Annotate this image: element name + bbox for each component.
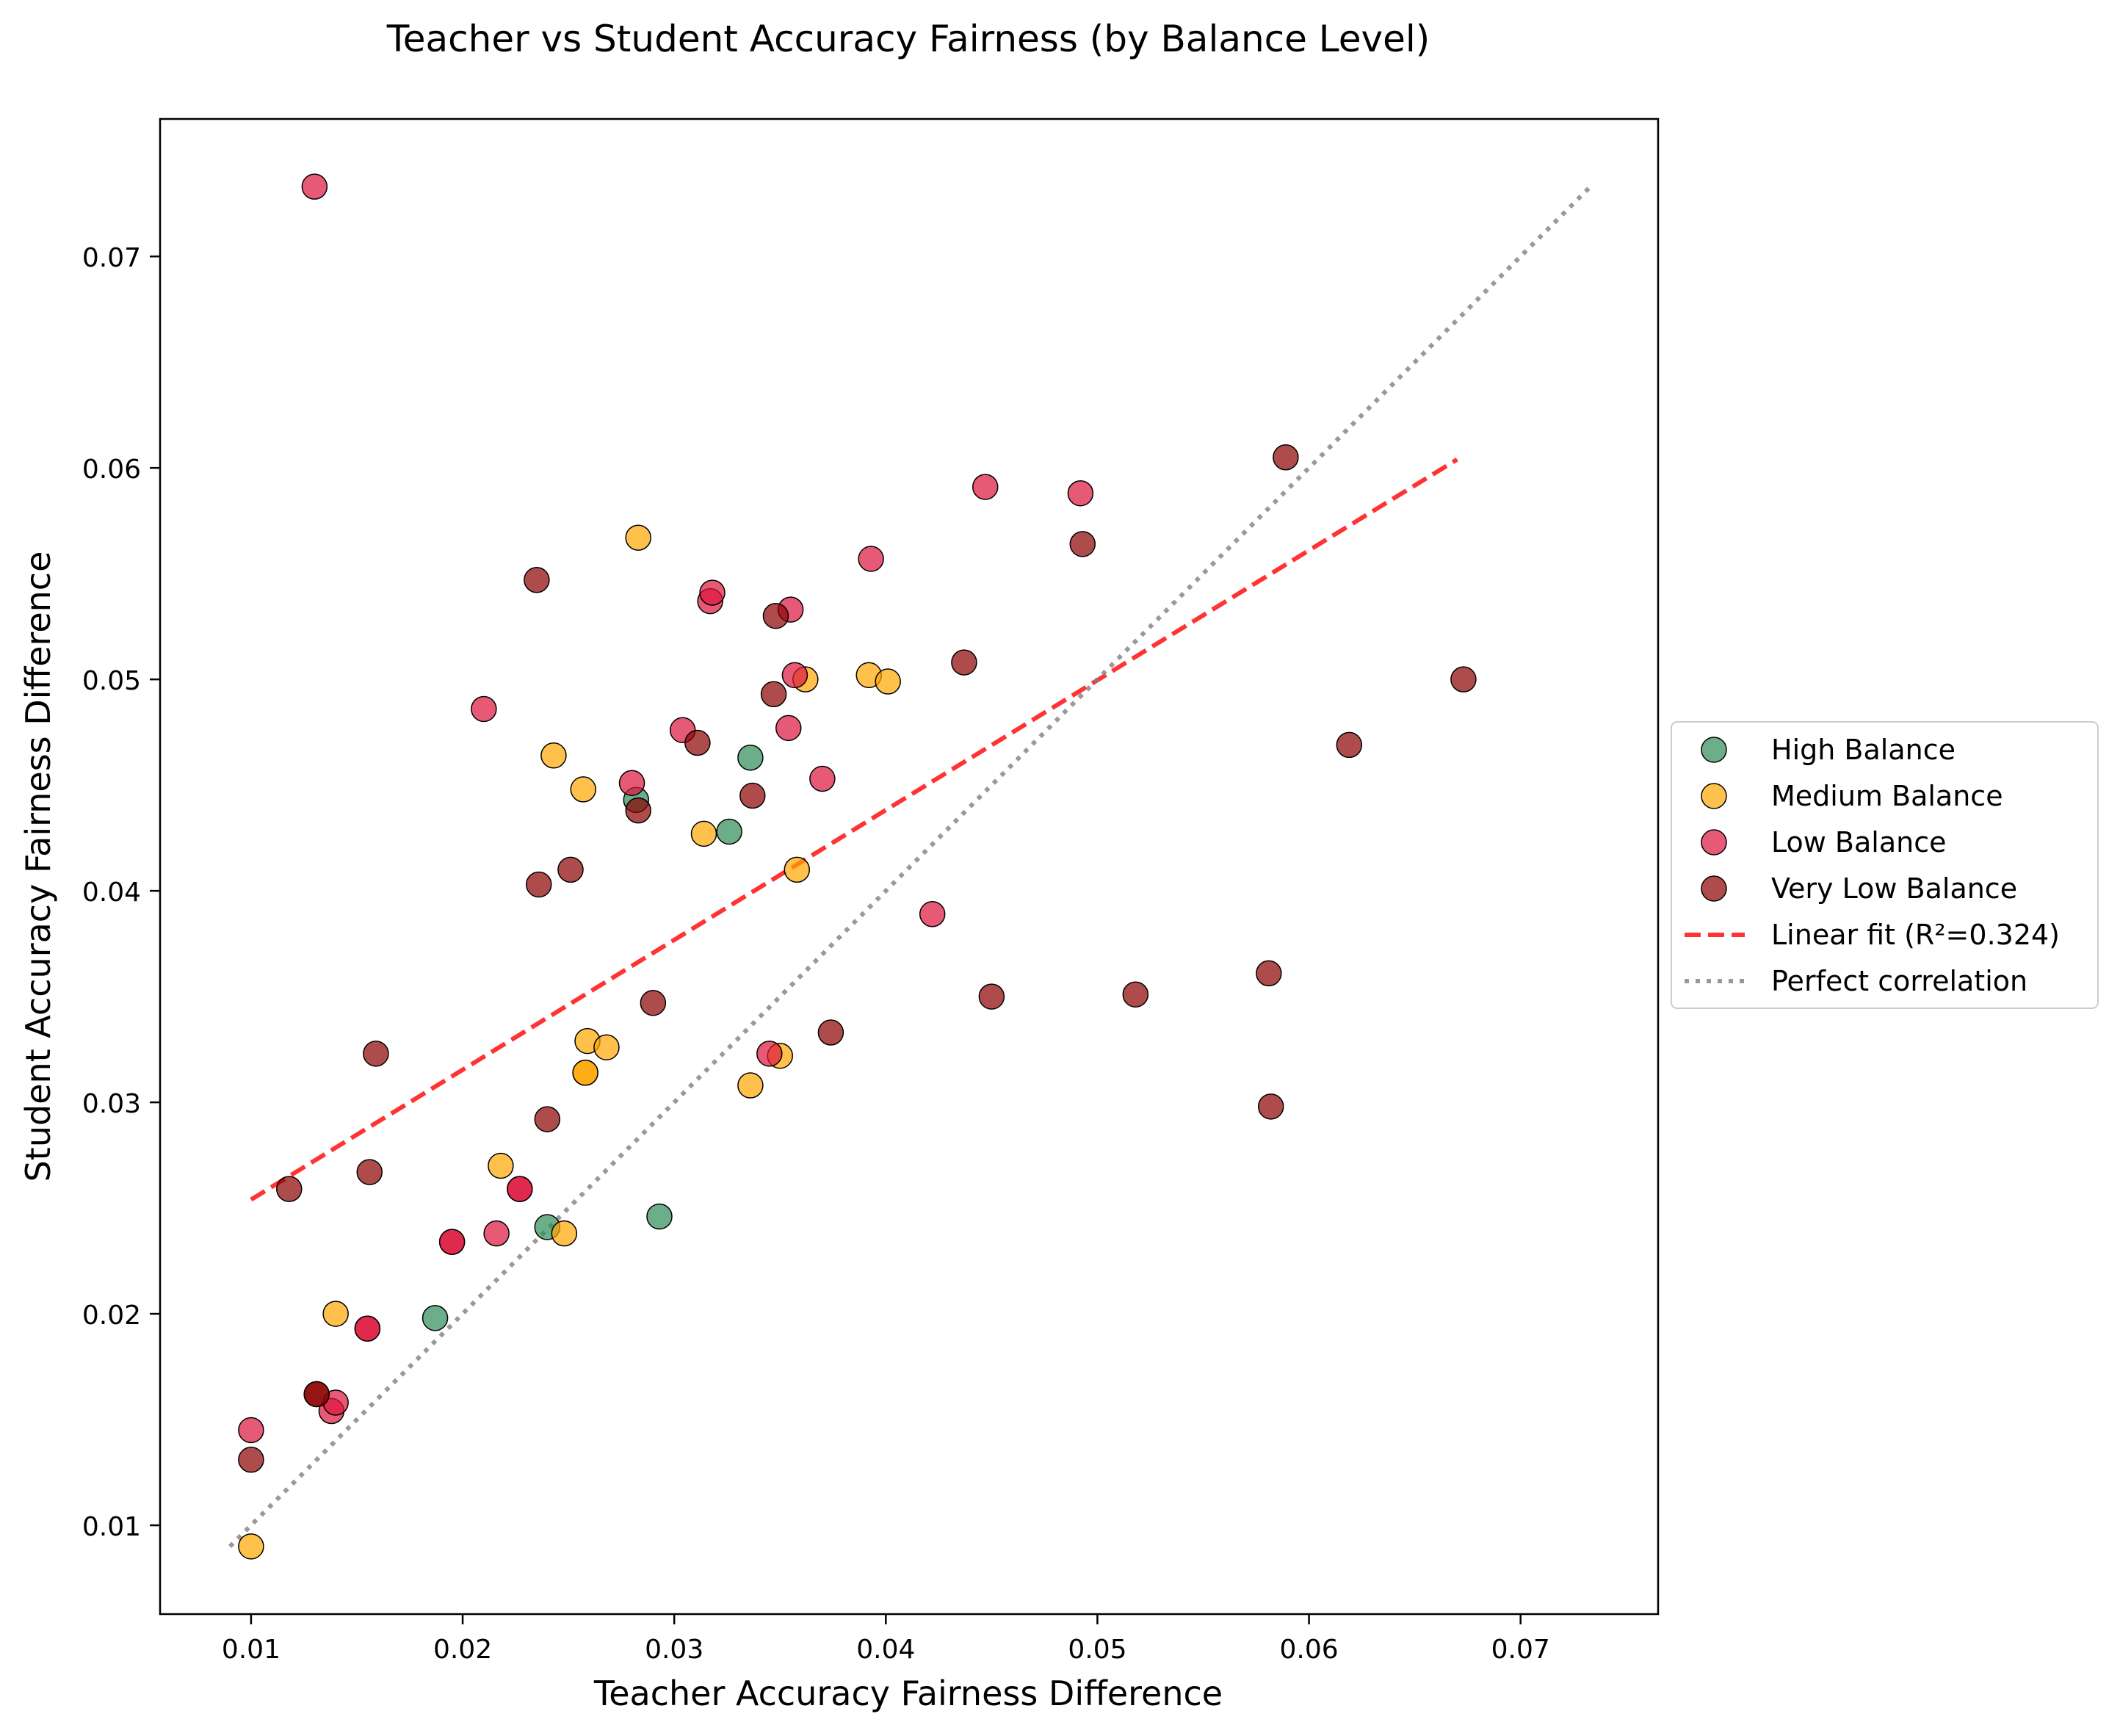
low-balance-point	[301, 173, 328, 200]
low-balance-point	[354, 1315, 381, 1342]
y-axis-ticks: 0.01 0.02 0.03 0.04 0.05 0.06 0.07	[82, 243, 160, 1542]
legend-label: Perfect correlation	[1771, 965, 2027, 997]
very-low-balance-point	[951, 649, 977, 676]
medium-balance-point	[488, 1152, 514, 1179]
low-balance-point	[699, 579, 726, 606]
very-low-balance-point	[978, 983, 1005, 1010]
legend-frame	[1671, 721, 2099, 1009]
scatter-points	[238, 173, 1477, 1560]
low-balance-point	[809, 765, 836, 792]
legend: High Balance Medium Balance Low Balance Ver…	[1671, 721, 2099, 1009]
low-balance-point	[618, 770, 645, 796]
very-low-balance-point	[363, 1041, 389, 1067]
x-tick-label: 0.07	[1491, 1635, 1550, 1665]
y-tick-label: 0.07	[82, 243, 141, 273]
x-tick-label: 0.04	[856, 1635, 915, 1665]
x-tick-label: 0.05	[1068, 1635, 1126, 1665]
low-balance-point	[438, 1229, 466, 1255]
medium-balance-point	[737, 1072, 764, 1099]
very-low-balance-point	[526, 871, 552, 898]
legend-marker-low-balance	[1701, 829, 1727, 856]
x-tick-label: 0.01	[222, 1635, 281, 1665]
medium-balance-point	[322, 1301, 349, 1327]
low-balance-point	[238, 1417, 264, 1444]
legend-marker-medium-balance	[1701, 783, 1727, 809]
low-balance-point	[471, 695, 497, 723]
legend-label: Very Low Balance	[1771, 872, 2017, 905]
very-low-balance-point	[1256, 960, 1282, 987]
low-balance-point	[483, 1220, 510, 1247]
high-balance-point	[737, 744, 764, 771]
very-low-balance-point	[1257, 1093, 1284, 1120]
very-low-balance-point	[1450, 666, 1477, 692]
medium-balance-point	[625, 524, 651, 551]
legend-label: Medium Balance	[1771, 780, 2003, 812]
very-low-balance-point	[760, 681, 787, 708]
high-balance-point	[422, 1305, 449, 1331]
medium-balance-point	[875, 668, 901, 695]
very-low-balance-point	[762, 602, 789, 629]
very-low-balance-point	[1273, 444, 1299, 471]
legend-label: High Balance	[1771, 734, 1956, 766]
very-low-balance-point	[356, 1159, 383, 1185]
very-low-balance-point	[534, 1106, 561, 1132]
medium-balance-point	[784, 856, 811, 883]
y-tick-label: 0.01	[82, 1512, 141, 1542]
x-tick-label: 0.06	[1279, 1635, 1338, 1665]
x-axis-label: Teacher Accuracy Fairness Difference	[593, 1674, 1223, 1713]
low-balance-point	[972, 474, 999, 500]
medium-balance-point	[551, 1220, 578, 1247]
very-low-balance-point	[524, 567, 550, 593]
x-axis-ticks: 0.01 0.02 0.03 0.04 0.05 0.06 0.07	[222, 1614, 1550, 1665]
very-low-balance-point	[1069, 531, 1096, 557]
x-tick-label: 0.03	[645, 1635, 703, 1665]
very-low-balance-point	[640, 989, 667, 1016]
high-balance-point	[716, 818, 742, 845]
medium-balance-point	[238, 1533, 264, 1560]
medium-balance-point	[570, 776, 597, 803]
very-low-balance-point	[684, 729, 711, 756]
plot-frame	[159, 117, 1660, 1616]
very-low-balance-point	[238, 1447, 264, 1473]
y-tick-label: 0.06	[82, 455, 141, 485]
low-balance-point	[1067, 480, 1094, 507]
very-low-balance-point	[817, 1019, 844, 1046]
very-low-balance-point	[303, 1381, 330, 1408]
low-balance-point	[858, 546, 884, 572]
very-low-balance-point	[739, 782, 766, 809]
very-low-balance-series	[238, 444, 1477, 1473]
very-low-balance-point	[1336, 731, 1363, 759]
y-tick-label: 0.02	[82, 1301, 141, 1331]
low-balance-point	[919, 901, 946, 927]
very-low-balance-point	[557, 856, 584, 883]
legend-label: Linear fit (R²=0.324)	[1771, 919, 2060, 951]
medium-balance-point	[593, 1034, 620, 1060]
high-balance-point	[646, 1203, 673, 1230]
low-balance-point	[756, 1041, 783, 1067]
very-low-balance-point	[1122, 981, 1149, 1008]
y-tick-label: 0.04	[82, 878, 141, 908]
low-balance-point	[775, 715, 802, 742]
y-tick-label: 0.03	[82, 1089, 141, 1119]
x-tick-label: 0.02	[433, 1635, 492, 1665]
low-balance-point	[781, 662, 808, 689]
very-low-balance-point	[276, 1176, 303, 1202]
legend-label: Low Balance	[1771, 826, 1946, 858]
very-low-balance-point	[625, 797, 651, 824]
perfect-correlation-line	[228, 185, 1592, 1548]
medium-balance-point	[572, 1060, 598, 1086]
medium-balance-point	[690, 820, 717, 847]
legend-marker-very-low-balance	[1701, 875, 1727, 902]
low-balance-point	[507, 1176, 533, 1202]
reference-lines	[228, 185, 1592, 1548]
medium-balance-point	[540, 742, 567, 769]
legend-marker-high-balance	[1701, 737, 1727, 763]
linear-fit-line	[250, 457, 1458, 1202]
y-axis-label: Student Accuracy Fairness Difference	[18, 551, 58, 1182]
chart-title: Teacher vs Student Accuracy Fairness (by…	[386, 18, 1430, 60]
y-tick-label: 0.05	[82, 666, 141, 696]
